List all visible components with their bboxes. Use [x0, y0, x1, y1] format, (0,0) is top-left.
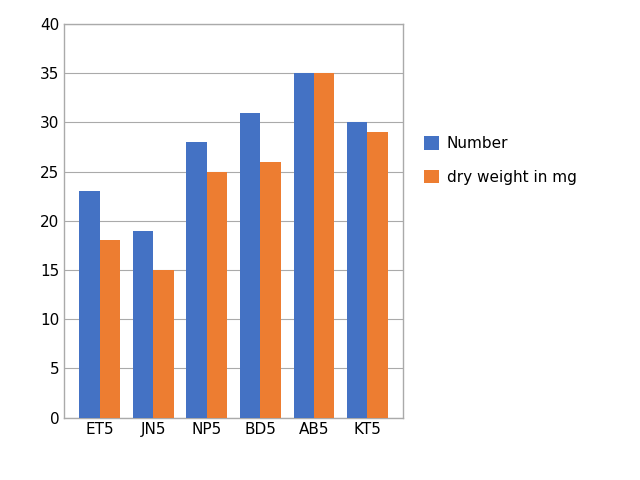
Bar [100, 240, 120, 418]
Bar [154, 270, 173, 418]
Bar [186, 142, 207, 418]
Legend: Number, dry weight in mg: Number, dry weight in mg [418, 130, 582, 191]
Bar [79, 191, 100, 418]
Bar [367, 132, 388, 418]
Bar [314, 73, 334, 418]
Bar [294, 73, 314, 418]
Bar [240, 112, 260, 418]
Bar [260, 162, 281, 418]
Bar [347, 122, 367, 418]
Bar [207, 171, 227, 418]
Bar [133, 230, 154, 418]
